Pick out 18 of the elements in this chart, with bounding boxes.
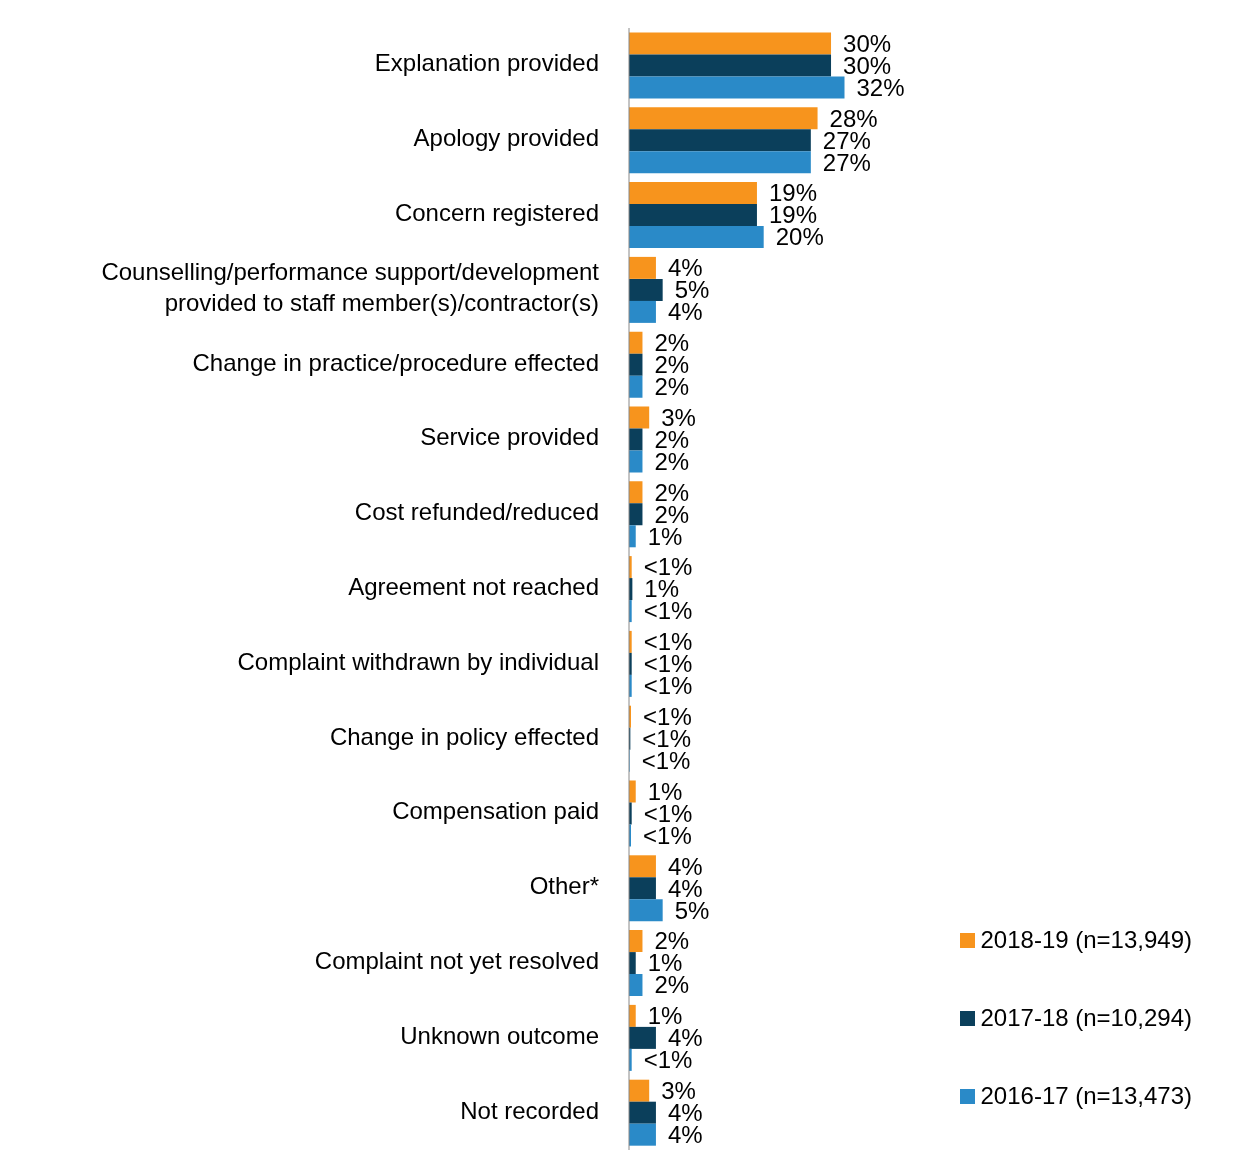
- y-tick-label: Concern registered: [394, 199, 599, 227]
- y-tick-label: Counselling/performance support/development provided to staff member(s)/contractor(s): [101, 258, 600, 317]
- y-tick-label: Other*: [529, 872, 599, 900]
- y-tick-label: Complaint not yet resolved: [314, 947, 599, 975]
- y-tick-label: Service provided: [420, 423, 599, 451]
- y-tick-label: Unknown outcome: [400, 1022, 599, 1050]
- y-tick-label: Explanation provided: [374, 49, 599, 77]
- y-tick-label: Not recorded: [460, 1096, 599, 1124]
- legend-label: 2016-17 (n=13,473): [980, 1082, 1192, 1110]
- y-tick-label: Cost refunded/reduced: [354, 498, 599, 526]
- legend-label: 2017-18 (n=10,294): [980, 1004, 1192, 1032]
- y-tick-label: Complaint withdrawn by individual: [237, 648, 599, 676]
- y-tick-label: Change in practice/procedure effected: [192, 348, 599, 376]
- legend-label: 2018-19 (n=13,949): [980, 926, 1192, 954]
- y-tick-label: Change in policy effected: [329, 722, 599, 750]
- y-tick-label: Apology provided: [413, 124, 599, 152]
- y-tick-label: Compensation paid: [392, 797, 599, 825]
- y-tick-label: Agreement not reached: [348, 573, 599, 601]
